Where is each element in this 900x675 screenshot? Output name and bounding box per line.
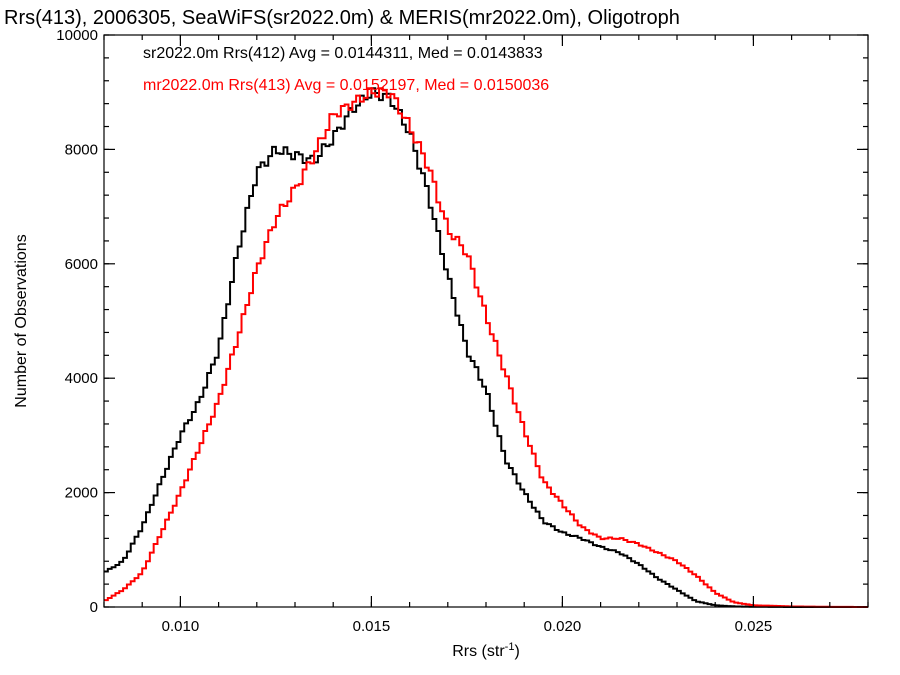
series-layer — [104, 87, 868, 608]
legend: sr2022.0m Rrs(412) Avg = 0.0144311, Med … — [143, 45, 549, 94]
y-axis-label: Number of Observations — [13, 234, 30, 407]
x-tick-label: 0.025 — [735, 618, 773, 635]
ticks-layer: 0.010 0.015 0.020 0.025 0 2000 4000 6000 8000 100… — [56, 27, 869, 635]
legend-entry-sr2022: sr2022.0m Rrs(412) Avg = 0.0144311, Med … — [143, 45, 543, 62]
y-tick-label: 6000 — [65, 256, 98, 273]
x-axis-label-main: Rrs (str — [452, 643, 505, 660]
chart-title: Rrs(413), 2006305, SeaWiFS(sr2022.0m) & … — [4, 7, 680, 29]
y-tick-label: 2000 — [65, 485, 98, 502]
x-tick-label: 0.020 — [544, 618, 582, 635]
y-tick-label: 4000 — [65, 370, 98, 387]
x-tick-label: 0.010 — [162, 618, 200, 635]
plot-area: 0.010 0.015 0.020 0.025 0 2000 4000 6000 8000 100… — [56, 27, 869, 635]
y-tick-label: 10000 — [56, 27, 98, 44]
y-tick-label: 0 — [90, 599, 98, 616]
legend-entry-mr2022: mr2022.0m Rrs(413) Avg = 0.0152197, Med … — [143, 77, 549, 94]
x-axis-label-sup: -1 — [505, 641, 515, 653]
x-axis-label: Rrs (str-1) — [452, 641, 520, 660]
series-1-histogram — [104, 87, 868, 608]
x-axis-label-end: ) — [514, 643, 519, 660]
y-tick-label: 8000 — [65, 141, 98, 158]
series-0-histogram — [104, 87, 868, 608]
x-tick-label: 0.015 — [353, 618, 391, 635]
